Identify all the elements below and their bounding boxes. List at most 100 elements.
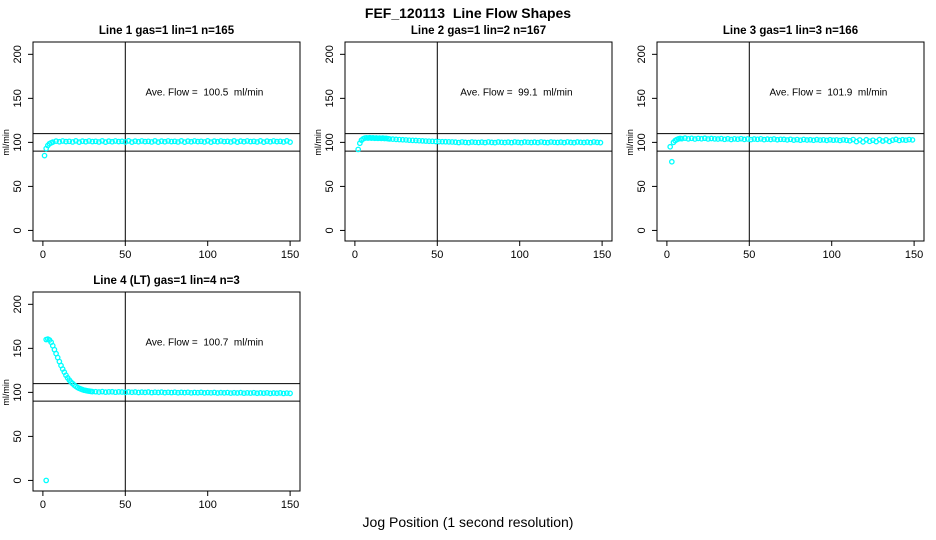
y-tick-label: 150	[636, 89, 648, 107]
data-point	[49, 139, 56, 145]
data-point	[260, 390, 267, 397]
data-point	[896, 137, 903, 144]
data-point	[241, 390, 247, 397]
data-point	[906, 136, 913, 143]
data-point	[478, 139, 485, 145]
data-point	[251, 389, 257, 396]
data-point	[771, 136, 777, 142]
x-tick-label: 100	[199, 499, 217, 511]
data-point	[909, 137, 916, 143]
data-point	[436, 138, 442, 145]
y-tick-label: 50	[636, 180, 648, 192]
data-point	[201, 139, 208, 145]
data-point	[544, 139, 551, 146]
data-point	[69, 139, 76, 145]
data-point	[247, 138, 254, 145]
y-tick-label: 50	[12, 180, 24, 192]
data-point	[597, 139, 604, 146]
data-point	[587, 139, 594, 146]
data-point	[820, 136, 827, 143]
data-point	[66, 138, 73, 145]
data-point	[429, 138, 436, 145]
data-point	[840, 136, 847, 143]
x-tick-label: 100	[199, 249, 217, 261]
data-point	[554, 139, 561, 146]
data-point	[181, 389, 188, 396]
data-point	[211, 389, 218, 396]
data-point	[528, 139, 535, 146]
data-point	[56, 138, 63, 145]
y-tick-label: 100	[12, 133, 24, 151]
subplot-line-3: Line 3 gas=1 lin=3 n=166 0 50 100 150 0 50 100 1…	[624, 20, 936, 270]
data-point	[231, 389, 237, 396]
scatter-points	[355, 134, 604, 153]
data-point	[148, 139, 155, 145]
data-point	[761, 136, 767, 143]
data-point	[558, 139, 564, 145]
y-tick-label: 0	[636, 227, 648, 233]
x-tick-label: 50	[743, 249, 755, 261]
data-point	[218, 138, 224, 144]
data-point	[505, 139, 512, 145]
data-point	[508, 139, 515, 146]
subplot-title: Line 4 (LT) gas=1 lin=4 n=3	[93, 275, 239, 287]
data-point	[442, 138, 449, 145]
data-point	[893, 136, 899, 143]
y-tick-label: 50	[324, 180, 336, 192]
y-tick-label: 100	[324, 133, 336, 151]
data-point	[751, 136, 758, 142]
data-point	[221, 138, 228, 145]
data-point	[817, 137, 824, 143]
y-tick-label: 150	[12, 339, 24, 357]
data-point	[198, 389, 204, 396]
x-tick-label: 150	[905, 249, 923, 261]
ave-flow-annotation: Ave. Flow = 101.9 ml/min	[769, 88, 887, 99]
x-tick-label: 150	[593, 249, 611, 261]
data-point	[715, 136, 721, 142]
data-point	[432, 138, 439, 145]
data-point	[784, 137, 791, 143]
data-point	[191, 389, 198, 396]
subplot-grid: Line 1 gas=1 lin=1 n=165 0 50 100 150 0 50 100 1…	[0, 20, 936, 520]
data-point	[237, 138, 244, 144]
data-point	[564, 139, 571, 145]
data-point	[538, 139, 544, 145]
data-point	[162, 138, 168, 145]
data-point	[502, 139, 508, 146]
data-point	[685, 136, 692, 142]
scatter-points	[41, 138, 293, 159]
data-point	[591, 139, 597, 145]
data-point	[277, 138, 284, 145]
data-point	[515, 139, 521, 146]
y-tick-label: 50	[12, 430, 24, 442]
data-point	[688, 135, 695, 142]
data-point	[224, 138, 231, 145]
data-point	[201, 390, 208, 396]
data-point	[741, 136, 748, 143]
y-tick-label: 0	[324, 227, 336, 233]
data-point	[257, 390, 264, 396]
data-point	[119, 389, 125, 395]
data-point	[82, 138, 89, 145]
data-point	[439, 138, 446, 145]
data-point	[112, 389, 119, 396]
data-point	[280, 390, 287, 397]
y-tick-label: 100	[12, 383, 24, 401]
y-tick-label: 0	[12, 227, 24, 233]
data-point	[416, 137, 423, 144]
data-point	[814, 136, 820, 143]
data-point	[754, 136, 761, 143]
data-point	[426, 138, 432, 145]
data-point	[668, 158, 675, 165]
data-point	[145, 389, 152, 395]
data-point	[115, 138, 122, 145]
data-point	[251, 138, 257, 145]
data-point	[495, 139, 502, 145]
data-point	[43, 477, 50, 484]
ave-flow-annotation: Ave. Flow = 100.5 ml/min	[145, 88, 263, 99]
data-point	[185, 389, 191, 396]
data-point	[701, 135, 708, 142]
y-axis-label: ml/min	[625, 129, 635, 156]
data-point	[92, 138, 99, 145]
